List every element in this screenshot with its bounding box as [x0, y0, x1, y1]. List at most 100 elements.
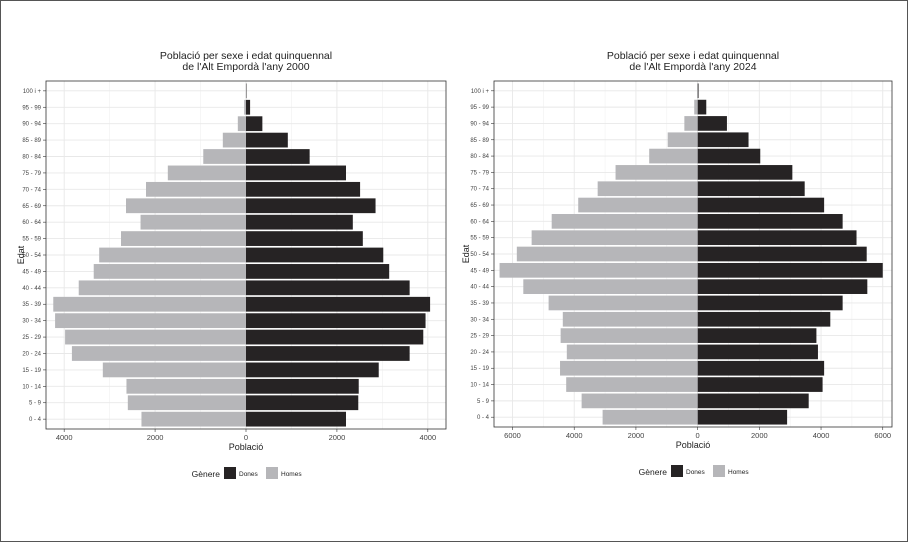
bar-homes-6 [55, 313, 246, 329]
bar-homes-11 [121, 231, 246, 246]
y-tick-label: 35 - 39 [470, 301, 489, 307]
bar-homes-5 [560, 328, 698, 343]
bar-homes-17 [222, 132, 246, 148]
y-tick-label: 10 - 14 [470, 383, 489, 389]
y-tick-label: 55 - 59 [470, 236, 489, 242]
bar-dones-4 [697, 344, 818, 360]
y-tick-label: 45 - 49 [22, 269, 41, 275]
bar-homes-8 [523, 279, 698, 294]
legend-swatch-dones [224, 467, 236, 479]
y-tick-label: 0 - 4 [29, 417, 42, 423]
chart-title-line: Població per sexe i edat quinquennal [160, 50, 332, 62]
bar-homes-1 [581, 393, 698, 409]
legend-swatch-homes [713, 465, 725, 477]
y-axis-label: Edat [16, 245, 26, 264]
chart-title-line: de l'Alt Empordà l'any 2000 [182, 61, 309, 73]
x-tick-label: 4000 [813, 431, 830, 440]
y-tick-label: 95 - 99 [22, 105, 41, 111]
x-axis-label: Població [229, 442, 264, 452]
y-tick-label: 5 - 9 [477, 399, 490, 405]
bar-dones-8 [697, 279, 868, 294]
bar-dones-19 [246, 99, 251, 115]
y-tick-label: 80 - 84 [22, 155, 41, 161]
y-tick-label: 100 i + [471, 89, 490, 95]
x-tick-label: 2000 [751, 431, 768, 440]
legend-swatch-homes [266, 467, 278, 479]
bar-homes-4 [566, 344, 698, 360]
y-tick-label: 95 - 99 [470, 105, 489, 111]
bar-dones-6 [697, 311, 831, 327]
y-tick-label: 50 - 54 [22, 253, 41, 259]
bar-dones-3 [697, 360, 825, 376]
y-tick-label: 100 i + [23, 89, 42, 95]
x-tick-label: 0 [244, 433, 248, 442]
legend-label-homes: Homes [281, 471, 302, 478]
bar-homes-15 [167, 165, 246, 181]
bar-dones-0 [246, 411, 346, 427]
y-tick-label: 25 - 29 [470, 334, 489, 340]
bar-homes-16 [203, 149, 246, 164]
bar-homes-0 [602, 409, 698, 425]
bar-homes-10 [99, 247, 246, 263]
chart-title-line: de l'Alt Empordà l'any 2024 [629, 61, 756, 73]
y-tick-label: 40 - 44 [22, 286, 41, 292]
bar-homes-7 [53, 296, 246, 312]
y-tick-label: 20 - 24 [22, 351, 41, 357]
y-tick-label: 30 - 34 [22, 319, 41, 325]
bar-dones-16 [697, 148, 761, 164]
bar-homes-13 [126, 198, 246, 214]
bar-homes-12 [140, 214, 246, 230]
bar-homes-9 [499, 262, 698, 278]
bar-dones-13 [697, 197, 825, 213]
y-tick-label: 35 - 39 [22, 302, 41, 308]
y-tick-label: 60 - 64 [22, 220, 41, 226]
bar-dones-5 [697, 328, 817, 343]
x-tick-label: 6000 [504, 431, 521, 440]
bar-homes-5 [65, 329, 246, 345]
y-tick-label: 15 - 19 [22, 368, 41, 374]
bar-dones-17 [246, 132, 288, 148]
bar-dones-1 [697, 393, 809, 409]
bar-dones-2 [246, 378, 359, 394]
bar-homes-17 [667, 132, 698, 148]
bar-homes-2 [126, 378, 246, 394]
bar-homes-7 [548, 295, 698, 311]
bar-homes-18 [237, 116, 246, 132]
y-tick-label: 75 - 79 [22, 171, 41, 177]
bar-homes-10 [516, 246, 698, 262]
bar-homes-6 [562, 311, 698, 327]
legend-label-dones: Dones [686, 469, 706, 476]
bar-homes-4 [71, 346, 246, 361]
y-tick-label: 90 - 94 [22, 122, 41, 128]
bar-dones-16 [246, 149, 310, 164]
x-tick-label: 4000 [56, 433, 73, 442]
y-axis-label: Edat [461, 244, 471, 263]
y-tick-label: 65 - 69 [470, 203, 489, 209]
x-axis-label: Població [676, 440, 711, 450]
bar-homes-18 [684, 116, 698, 131]
chart-title-line: Població per sexe i edat quinquennal [607, 50, 779, 62]
y-tick-label: 90 - 94 [470, 121, 489, 127]
bar-homes-19 [244, 99, 246, 115]
x-tick-label: 2000 [628, 431, 645, 440]
bar-homes-8 [78, 280, 247, 296]
y-tick-label: 70 - 74 [470, 187, 489, 193]
bar-homes-1 [127, 395, 246, 411]
y-tick-label: 0 - 4 [477, 415, 490, 421]
bar-dones-8 [246, 280, 410, 296]
bar-dones-17 [697, 132, 749, 148]
bar-dones-3 [246, 362, 379, 378]
bar-dones-14 [246, 181, 361, 197]
bar-dones-5 [246, 329, 424, 345]
bar-dones-13 [246, 198, 376, 214]
x-tick-label: 4000 [419, 433, 436, 442]
x-tick-label: 6000 [874, 431, 891, 440]
x-tick-label: 2000 [329, 433, 346, 442]
bar-homes-3 [102, 362, 247, 378]
bar-homes-19 [694, 99, 698, 115]
